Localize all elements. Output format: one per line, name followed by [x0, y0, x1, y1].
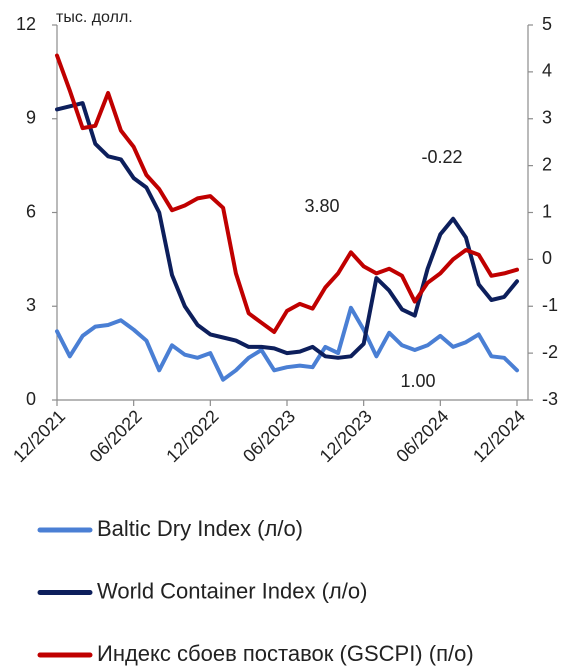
y2-tick-label: -1 — [542, 295, 558, 315]
y-tick-label: 0 — [26, 389, 36, 409]
y2-tick-label: 3 — [542, 108, 552, 128]
y2-tick-label: 2 — [542, 154, 552, 174]
annotation: -0.22 — [421, 147, 462, 167]
legend-label: Baltic Dry Index (л/о) — [97, 516, 303, 541]
x-tick-label: 12/2024 — [469, 406, 529, 466]
y2-tick-label: 1 — [542, 201, 552, 221]
y2-tick-label: 4 — [542, 61, 552, 81]
x-tick-label: 06/2024 — [392, 406, 452, 466]
y2-tick-label: 0 — [542, 248, 552, 268]
legend-label: World Container Index (л/о) — [97, 578, 367, 603]
annotation: 3.80 — [304, 196, 339, 216]
y-tick-label: 12 — [16, 14, 36, 34]
y2-tick-label: -3 — [542, 389, 558, 409]
x-tick-label: 06/2023 — [239, 406, 299, 466]
x-tick-label: 12/2023 — [316, 406, 376, 466]
series-line — [55, 305, 519, 382]
annotation: 1.00 — [400, 371, 435, 391]
series-line — [55, 53, 519, 334]
y2-tick-label: -2 — [542, 342, 558, 362]
x-tick-label: 12/2022 — [162, 406, 222, 466]
y-unit-label: тыс. долл. — [56, 9, 133, 26]
x-tick-label: 12/2021 — [9, 406, 69, 466]
legend-label: Индекс сбоев поставок (GSCPI) (п/о) — [97, 641, 474, 666]
y-tick-label: 6 — [26, 201, 36, 221]
x-tick-label: 06/2022 — [86, 406, 146, 466]
series-line — [55, 101, 519, 360]
y-tick-label: 3 — [26, 295, 36, 315]
y2-tick-label: 5 — [542, 14, 552, 34]
y-tick-label: 9 — [26, 108, 36, 128]
